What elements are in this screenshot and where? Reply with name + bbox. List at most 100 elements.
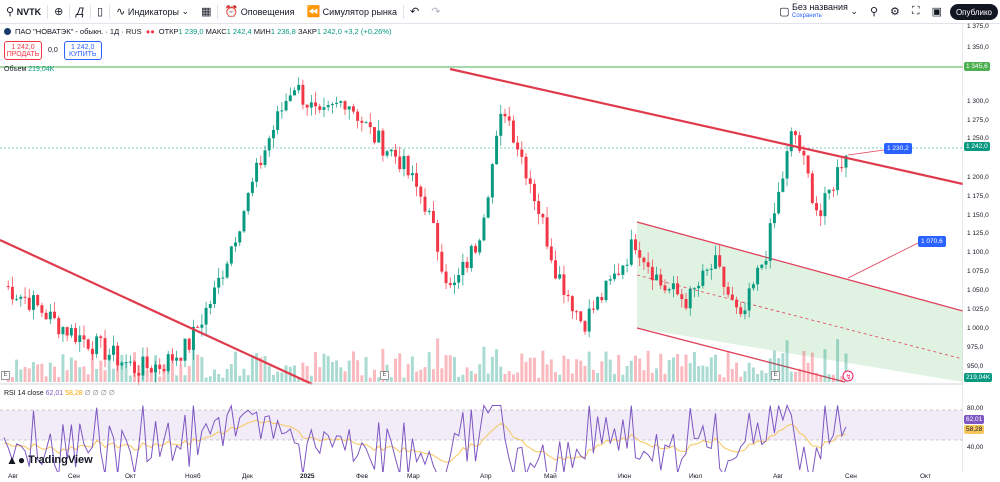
candle-body (495, 135, 499, 165)
tradingview-logo[interactable]: ▲● TradingView (6, 453, 93, 467)
candle-body (549, 246, 553, 261)
settings-button[interactable]: ⚙ (884, 0, 906, 24)
volume-bar (785, 340, 789, 382)
time-axis[interactable]: Авг Сен Окт Нояб Дек 2025 Фев Мар Апр Ма… (0, 472, 963, 482)
volume-bar (238, 375, 242, 382)
volume-bar (772, 350, 776, 382)
earnings-marker[interactable]: E (1, 371, 10, 380)
candle-body (335, 102, 339, 105)
symbol-search[interactable]: ⚲ NVTK (0, 0, 47, 24)
candle-body (768, 223, 772, 261)
templates-button[interactable]: ▦ (195, 0, 217, 24)
volume-bar (183, 375, 187, 382)
candle-body (116, 345, 120, 366)
volume-bar (263, 356, 267, 382)
volume-bar (591, 369, 595, 382)
candle-body (133, 361, 136, 373)
candle-body (381, 130, 385, 156)
volume-bar (709, 357, 713, 382)
open-value: 1 239,0 (178, 27, 204, 36)
volume-bar (819, 375, 823, 382)
tv-logo-icon: ▲● (6, 453, 26, 467)
time-tick: Сен (845, 473, 857, 480)
volume-bar (701, 365, 705, 382)
dividend-marker[interactable] (842, 370, 854, 382)
candle-body (373, 127, 376, 143)
volume-bar (111, 368, 115, 382)
volume-bar (747, 362, 751, 382)
volume-bar (309, 375, 313, 382)
legend-dots-icon[interactable]: ●● (145, 27, 155, 36)
candle-body (461, 261, 465, 276)
candle-body (823, 193, 827, 217)
volume-bar (634, 355, 637, 382)
candle-body (200, 324, 204, 328)
fullscreen-button[interactable]: ⛶ (906, 0, 926, 24)
candle-body (179, 357, 183, 361)
alerts-button[interactable]: ⏰ Оповещения (218, 0, 300, 24)
volume-bar (448, 355, 452, 382)
volume-bar (410, 356, 414, 382)
divider (217, 4, 219, 19)
rsi-legend: RSI 14 close 62,01 58,28 ∅ ∅ ∅ ∅ (4, 389, 115, 397)
volume-bar (82, 366, 86, 382)
volume-bar (48, 362, 52, 382)
publish-button[interactable]: Опублико (949, 4, 998, 20)
price-tick: 1 150,0 (967, 212, 989, 219)
volume-bar (217, 373, 221, 382)
candle-body (638, 250, 642, 258)
quick-search-button[interactable]: ⚲ (864, 0, 884, 24)
candle-body (347, 106, 351, 110)
candle-body (532, 183, 536, 202)
volume-bar (537, 377, 541, 382)
earnings-marker[interactable]: E (771, 371, 780, 380)
candle-body (722, 266, 726, 287)
candle-body (655, 274, 659, 281)
redo-button[interactable]: ↷ (425, 0, 446, 24)
replay-button[interactable]: ⏪ Симулятор рынка (300, 0, 403, 24)
volume-bar (768, 358, 772, 382)
price-axis[interactable]: 1 375,0 1 350,0 1 300,0 1 275,0 1 250,0 … (963, 23, 1000, 472)
time-tick: 2025 (300, 473, 315, 480)
alerts-label: Оповещения (240, 6, 295, 17)
time-tick: Окт (125, 473, 136, 480)
price-callout-upper[interactable]: 1 230,2 (884, 143, 912, 154)
volume-bar (284, 365, 288, 382)
candle-body (154, 364, 158, 373)
compare-button[interactable]: ⊕ (48, 0, 69, 24)
chevron-down-icon: ⌄ (181, 6, 190, 16)
low-value: 1 236,8 (270, 27, 296, 36)
volume-bar (461, 374, 465, 382)
candle-body (587, 308, 591, 332)
candle-body (650, 266, 654, 281)
volume-bar (19, 369, 23, 382)
sell-button[interactable]: 1 242,0 ПРОДАТЬ (4, 41, 42, 60)
lightning-icon: ↯ (846, 373, 852, 381)
legend-title[interactable]: ПАО "НОВАТЭК" - обыкн. · 1Д · RUS (15, 27, 142, 36)
candle-body (718, 255, 722, 267)
layout-name-wrap: Без названия Сохранить (792, 2, 848, 21)
snapshot-button[interactable]: ▣ (926, 0, 948, 24)
volume-bar (440, 368, 444, 382)
volume-bar (78, 367, 82, 382)
volume-bar (810, 352, 814, 382)
chart-type-button[interactable]: ▯ (91, 0, 109, 24)
volume-bar (452, 357, 456, 382)
buy-button[interactable]: 1 242,0 КУПИТЬ (63, 41, 102, 60)
indicators-button[interactable]: ∿ Индикаторы ⌄ (110, 0, 195, 24)
volume-bar (617, 354, 621, 382)
volume-bar (124, 363, 128, 382)
volume-bar (444, 355, 448, 382)
buy-label: КУПИТЬ (68, 50, 97, 58)
earnings-marker[interactable]: E (380, 371, 389, 380)
trendline-left (0, 239, 313, 385)
undo-button[interactable]: ↶ (404, 0, 425, 24)
volume-bar (806, 362, 810, 382)
layout-button[interactable]: ▢ Без названия Сохранить ⌄ (773, 0, 864, 24)
undo-icon: ↶ (410, 6, 420, 18)
volume-bar (474, 373, 477, 382)
price-callout-lower[interactable]: 1 070,6 (918, 236, 946, 247)
interval-button[interactable]: Д (70, 0, 90, 24)
volume-bar (246, 375, 250, 382)
chart-canvas[interactable]: ↯ (0, 24, 963, 472)
